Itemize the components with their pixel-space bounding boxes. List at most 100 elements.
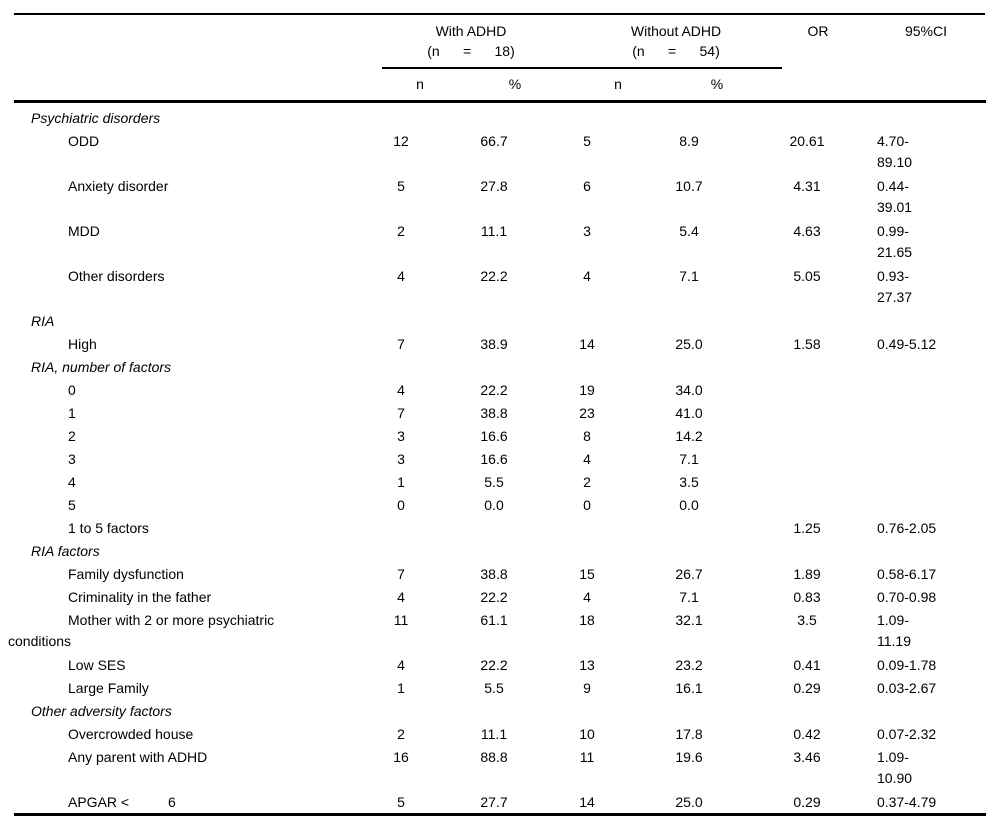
cell-confidence-interval: [877, 493, 993, 495]
cell-odds-ratio: 0.42: [793, 726, 821, 742]
cell-confidence-interval: [877, 699, 993, 701]
row-label: Mother with 2 or more psychiatric conditi…: [8, 608, 370, 652]
cell-with-adhd-n: 5: [397, 794, 405, 810]
table-row-item: 3 3 16.6 4 7.1: [0, 447, 1000, 470]
cell-without-adhd-n: 4: [583, 451, 591, 467]
confidence-interval-line: 0.58-6.17: [877, 566, 937, 582]
table-row-item: APGAR < 6 5 27.7 14 25.0 0.29 0.37-4.79: [0, 790, 1000, 813]
cell-with-adhd-pct: 11.1: [480, 223, 508, 239]
cell-odds-ratio: [772, 424, 842, 426]
cell-odds-ratio: [772, 309, 842, 311]
row-label: Criminality in the father: [8, 585, 370, 608]
table-row-item: Any parent with ADHD 16 88.8 11 19.6 3.46 1.09…: [0, 745, 1000, 790]
column-group-with-adhd-n: (n = 18): [427, 43, 515, 59]
cell-with-adhd-pct: 22.2: [480, 268, 508, 284]
row-label: Other disorders: [8, 264, 370, 287]
cell-without-adhd-pct: 14.2: [675, 428, 703, 444]
row-label-line: Any parent with ADHD: [68, 749, 208, 765]
cell-with-adhd-n: 5: [397, 178, 405, 194]
cell-without-adhd-pct: 7.1: [679, 589, 699, 605]
row-label-line: Other disorders: [68, 268, 165, 284]
cell-with-adhd-pct: 0.0: [484, 497, 504, 513]
cell-without-adhd-pct: 7.1: [679, 451, 699, 467]
row-label: MDD: [8, 219, 370, 242]
cell-confidence-interval: [877, 424, 993, 426]
confidence-interval-line: 0.93-: [877, 268, 909, 284]
cell-confidence-interval: 0.07-2.32: [877, 722, 993, 745]
table-body-wrap: Psychiatric disorders ODD 12 66.7 5 8.9 20.61 4…: [0, 106, 1000, 816]
cell-confidence-interval: 0.09-1.78: [877, 653, 993, 676]
table-row-item: MDD 2 11.1 3 5.4 4.63 0.99- 21.65: [0, 219, 1000, 264]
cell-with-adhd-n: 1: [397, 680, 405, 696]
cell-odds-ratio: [772, 355, 842, 357]
table-row-item: Anxiety disorder 5 27.8 6 10.7 4.31 0.44- 39.01: [0, 174, 1000, 219]
cell-with-adhd-pct: 27.7: [480, 794, 508, 810]
cell-without-adhd-n: 4: [583, 268, 591, 284]
confidence-interval-line: 27.37: [877, 289, 913, 305]
row-label-line: Criminality in the father: [68, 589, 212, 605]
cell-without-adhd-n: 15: [579, 566, 595, 582]
cell-with-adhd-pct: 27.8: [480, 178, 508, 194]
cell-confidence-interval: 0.37-4.79: [877, 790, 993, 813]
row-label-line: Mother with 2 or more psychiatric: [68, 612, 275, 628]
table-row-section: Psychiatric disorders: [0, 106, 1000, 129]
table-row-item: Criminality in the father 4 22.2 4 7.1 0.83 0.…: [0, 585, 1000, 608]
cell-without-adhd-pct: 5.4: [679, 223, 699, 239]
cell-without-adhd-pct: 25.0: [675, 336, 703, 352]
column-group-with-adhd-title: With ADHD: [435, 23, 507, 39]
cell-odds-ratio: [772, 539, 842, 541]
confidence-interval-line: 0.99-: [877, 223, 909, 239]
cell-confidence-interval: 0.93- 27.37: [877, 264, 993, 308]
row-label-line: 0: [68, 382, 76, 398]
table-row-section: RIA: [0, 309, 1000, 332]
cell-without-adhd-pct: 8.9: [679, 133, 699, 149]
cell-without-adhd-n: 8: [583, 428, 591, 444]
cell-without-adhd-pct: 34.0: [675, 382, 703, 398]
cell-without-adhd-n: [557, 106, 617, 108]
cell-with-adhd-n: [371, 539, 431, 541]
row-label-line: Family dysfunction: [68, 566, 184, 582]
cell-confidence-interval: [877, 539, 993, 541]
confidence-interval-line: 4.70-: [877, 133, 909, 149]
row-label-line: conditions: [8, 633, 72, 649]
cell-with-adhd-pct: 22.2: [480, 657, 508, 673]
cell-with-adhd-pct: 22.2: [480, 382, 508, 398]
subheader-with-adhd-pct: %: [508, 76, 522, 92]
subheader-without-adhd-pct: %: [710, 76, 724, 92]
cell-without-adhd-pct: 41.0: [675, 405, 703, 421]
row-label-line: 3: [68, 451, 76, 467]
cell-without-adhd-n: 13: [579, 657, 595, 673]
table-body: Psychiatric disorders ODD 12 66.7 5 8.9 20.61 4…: [0, 106, 1000, 813]
row-label-line: 1 to 5 factors: [68, 520, 149, 536]
row-label-line: Other adversity factors: [31, 703, 172, 719]
cell-without-adhd-n: [557, 539, 617, 541]
cell-with-adhd-n: 16: [393, 749, 409, 765]
row-label: High: [8, 332, 370, 355]
cell-with-adhd-n: 4: [397, 589, 405, 605]
cell-without-adhd-pct: [649, 355, 729, 357]
cell-without-adhd-n: 2: [583, 474, 591, 490]
row-label: 1: [8, 401, 370, 424]
table-row-item: High 7 38.9 14 25.0 1.58 0.49-5.12: [0, 332, 1000, 355]
table-row-item: ODD 12 66.7 5 8.9 20.61 4.70- 89.10: [0, 129, 1000, 174]
confidence-interval-line: 0.44-: [877, 178, 909, 194]
row-label-line: Anxiety disorder: [68, 178, 169, 194]
cell-confidence-interval: [877, 447, 993, 449]
cell-odds-ratio: 0.29: [793, 680, 821, 696]
cell-confidence-interval: [877, 378, 993, 380]
column-group-without-adhd-n: (n = 54): [632, 43, 720, 59]
cell-with-adhd-n: 4: [397, 657, 405, 673]
group-header-underline: [382, 67, 782, 69]
cell-odds-ratio: 3.46: [793, 749, 821, 765]
cell-without-adhd-n: 0: [583, 497, 591, 513]
cell-with-adhd-pct: [454, 309, 534, 311]
cell-odds-ratio: 0.83: [793, 589, 821, 605]
table-row-section: RIA factors: [0, 539, 1000, 562]
cell-confidence-interval: 0.99- 21.65: [877, 219, 993, 263]
cell-with-adhd-pct: 16.6: [480, 428, 508, 444]
row-label: 0: [8, 378, 370, 401]
cell-with-adhd-pct: [454, 516, 534, 518]
cell-odds-ratio: [772, 493, 842, 495]
confidence-interval-line: 10.90: [877, 770, 913, 786]
cell-with-adhd-n: 3: [397, 428, 405, 444]
